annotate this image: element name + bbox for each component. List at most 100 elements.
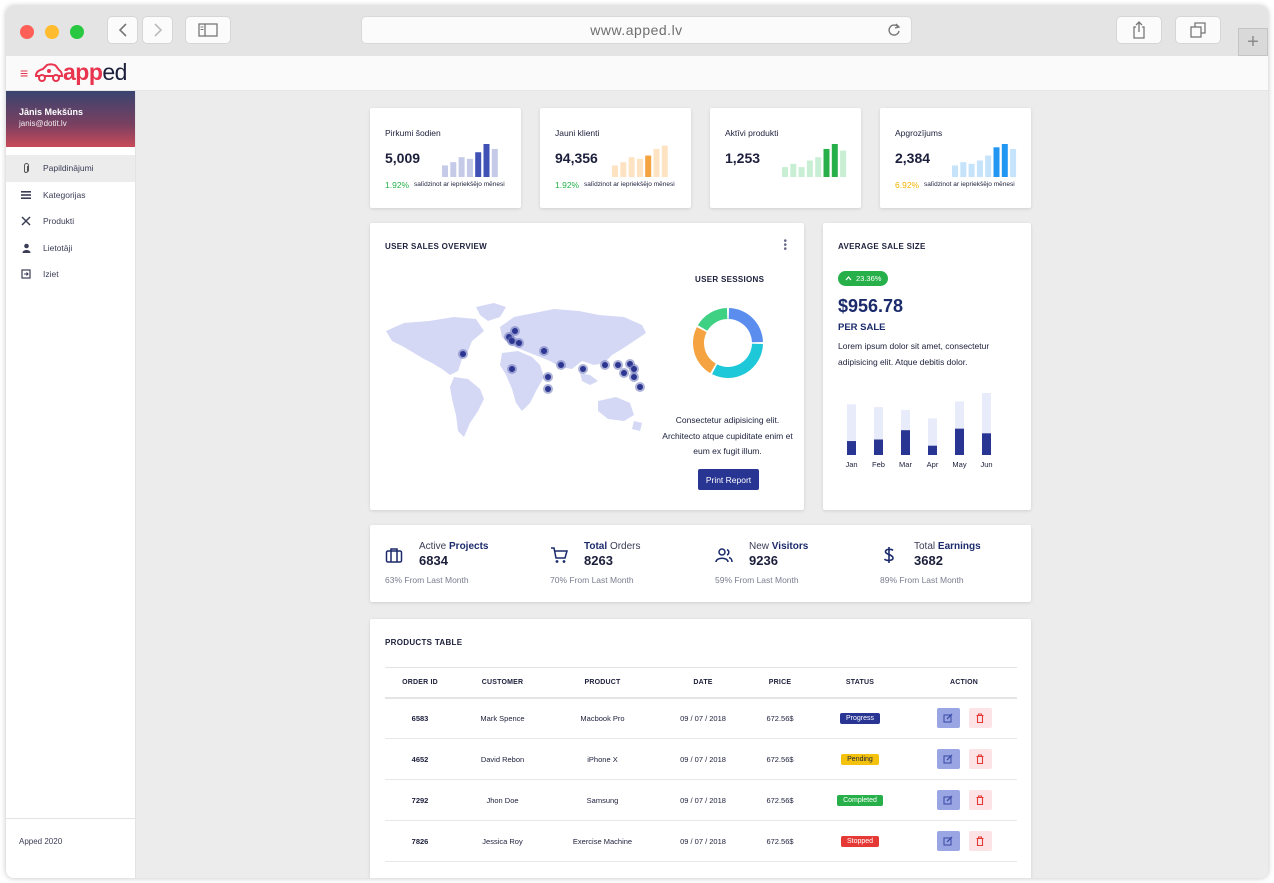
hamburger-menu-icon[interactable]: ≡ [20,65,29,81]
dollar-icon [883,547,894,563]
sidebar-item-produkti[interactable]: Produkti [6,208,135,235]
sidebar-item-label: Lietotāji [43,242,73,253]
mini-bar [798,167,805,177]
stat-card-turnover: Apgrozījums 2,384 6.92% salīdzinot ar ie… [880,108,1031,208]
minimize-window-button[interactable] [45,25,59,39]
action-cell [911,779,1017,821]
sidebar-item-lietotaji[interactable]: Lietotāji [6,235,135,262]
delete-button[interactable] [968,749,992,769]
location-marker [509,338,515,344]
table-row[interactable]: 7292 Jhon Doe Samsung 09 / 07 / 2018 672.56$… [385,779,1017,821]
sidebar-item-iziet[interactable]: Iziet [6,261,135,288]
sidebar-menu: Papildinājumi Kategorijas Produkti Lieto… [6,155,135,288]
print-report-button[interactable]: Print Report [698,469,759,490]
plus-icon: + [1247,30,1259,53]
x-tick-label: May [952,460,966,469]
sidebar-item-papildinajumi[interactable]: Papildinājumi [6,155,135,182]
sidebar-item-kategorijas[interactable]: Kategorijas [6,182,135,209]
change-badge: 23.36% [838,271,889,286]
kpi-label-a: New [749,541,770,552]
table-header-row: ORDER ID CUSTOMER PRODUCT DATE PRICE STA… [385,667,1017,699]
user-email: janis@dotit.lv [19,119,67,128]
user-profile[interactable]: Jānis Mekšūns janis@dotit.lv [6,91,135,147]
x-tick-label: Mar [899,460,912,469]
edit-button[interactable] [936,749,960,769]
mini-bar-chart [612,145,668,177]
products-table-card: PRODUCTS TABLE ORDER ID CUSTOMER PRODUCT… [370,619,1031,878]
forward-button[interactable] [142,16,173,44]
kpi-total-earnings: Total Earnings 3682 89% From Last Month [865,525,1025,602]
cart-icon [551,547,568,563]
close-window-button[interactable] [20,25,34,39]
table-row[interactable]: 7826 Jessica Roy Exercise Machine 09 / 07 /… [385,820,1017,862]
location-marker [631,366,637,372]
table-row[interactable]: 6583 Mark Spence Macbook Pro 09 / 07 / 2018… [385,697,1017,739]
bar-value [847,441,856,455]
kpi-label-a: Total [584,541,608,552]
column-header[interactable]: CUSTOMER [455,667,550,699]
change-value: 23.36% [856,274,882,283]
kpi-footer: 89% From Last Month [880,575,964,585]
address-bar[interactable]: www.apped.lv [361,16,912,44]
delete-button[interactable] [968,708,992,729]
kpi-value: 9236 [749,553,778,568]
donut-segment [693,327,716,374]
share-button[interactable] [1116,16,1162,44]
column-header[interactable]: DATE [655,667,751,699]
delete-button[interactable] [968,790,992,810]
product-cell: Samsung [550,779,655,821]
stat-note: salīdzinot ar iepriekšējo mēnesi [414,181,505,188]
sidebar-toggle-button[interactable] [185,16,231,44]
status-badge: Completed [837,794,883,806]
sidebar-item-label: Iziet [43,269,59,280]
delete-button[interactable] [968,831,992,851]
column-header[interactable]: STATUS [809,667,911,699]
stat-percent: 1.92% [385,180,410,190]
mini-bar [442,165,448,177]
user-icon [21,243,31,253]
location-marker [516,340,522,346]
status-badge: Pending [841,753,879,765]
new-tab-button[interactable]: + [1238,28,1268,56]
column-header[interactable]: PRODUCT [550,667,655,699]
reload-icon[interactable] [887,22,901,38]
donut-segment [728,308,763,343]
trash-icon [976,795,984,805]
row-actions [936,831,992,851]
average-sale-card: AVERAGE SALE SIZE 23.36% $956.78 PER SAL… [823,223,1031,510]
row-actions [936,708,992,729]
more-options-icon[interactable]: • • • [783,236,787,255]
location-marker [631,374,637,380]
location-marker [615,362,621,368]
briefcase-icon [385,548,403,563]
row-actions [936,749,992,769]
arrow-up-icon [845,276,852,281]
kpi-label: Total Orders [584,541,641,552]
section-title: PRODUCTS TABLE [385,638,463,647]
app-logo[interactable]: apped [33,59,127,86]
mini-bar [475,152,482,177]
column-header[interactable]: PRICE [751,667,809,699]
edit-button[interactable] [936,790,960,810]
edit-button[interactable] [936,831,960,851]
mini-bar [790,163,797,177]
customer-cell: Jhon Doe [455,779,550,821]
location-marker [460,351,466,357]
kpi-label-b: Projects [449,541,489,552]
bar-background [847,404,856,455]
main-content: Pirkumi šodien 5,009 1.92% salīdzinot ar… [137,91,1268,878]
mini-bar-chart [782,144,847,177]
table-row[interactable]: 4652 David Rebon iPhone X 09 / 07 / 2018 672… [385,738,1017,780]
column-header[interactable]: ORDER ID [385,667,455,699]
customer-cell: Jessica Roy [455,820,550,862]
edit-button[interactable] [936,708,960,729]
back-button[interactable] [107,16,138,44]
maximize-window-button[interactable] [70,25,84,39]
product-cell: iPhone X [550,738,655,780]
price-cell: 672.56$ [751,697,809,739]
kpi-total-orders: Total Orders 8263 70% From Last Month [535,525,695,602]
tabs-overview-button[interactable] [1175,16,1221,44]
logo-wordmark: apped [63,59,127,85]
bar-value [955,428,964,455]
customer-cell: David Rebon [455,738,550,780]
